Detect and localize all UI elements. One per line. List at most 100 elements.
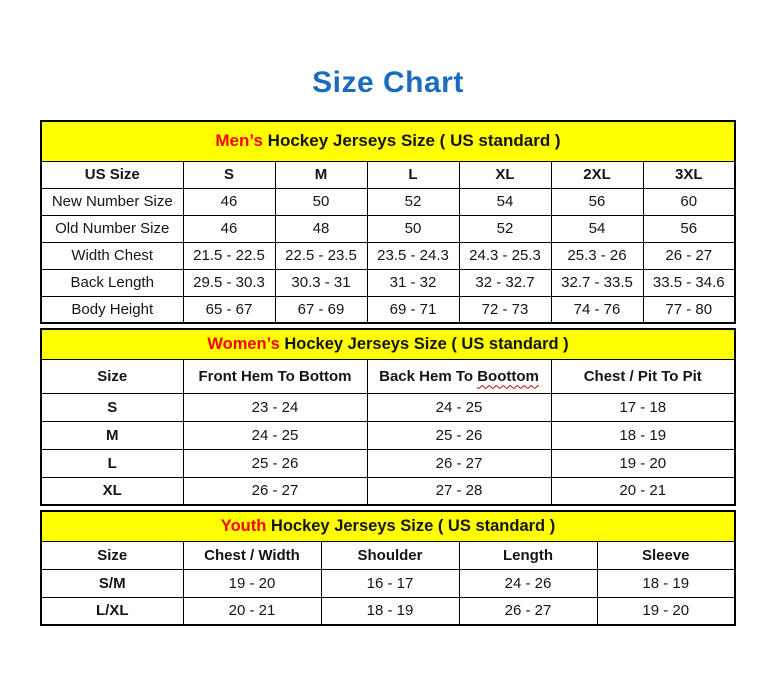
table-row: S 23 - 24 24 - 25 17 - 18 — [40, 392, 736, 422]
table-row: L/XL 20 - 21 18 - 19 26 - 27 19 - 20 — [40, 596, 736, 626]
mens-row-label: Back Length — [40, 268, 184, 297]
table-row: M 24 - 25 25 - 26 18 - 19 — [40, 420, 736, 450]
mens-cell: 52 — [366, 187, 460, 216]
table-row: XL 26 - 27 27 - 28 20 - 21 — [40, 476, 736, 506]
mens-cell: 74 - 76 — [550, 295, 644, 324]
youth-row-label: S/M — [40, 568, 184, 598]
mens-banner-row: Men’s Hockey Jerseys Size ( US standard … — [40, 120, 736, 162]
womens-cell: 27 - 28 — [366, 476, 552, 506]
mens-cell: 56 — [642, 214, 736, 243]
womens-cell: 20 - 21 — [550, 476, 736, 506]
womens-row-label: M — [40, 420, 184, 450]
womens-cell: 18 - 19 — [550, 420, 736, 450]
youth-col-header: Chest / Width — [182, 540, 322, 570]
mens-col-header: S — [182, 160, 276, 189]
mens-cell: 26 - 27 — [642, 241, 736, 270]
womens-col-header: Back Hem To Boottom — [366, 358, 552, 394]
womens-col-header: Front Hem To Bottom — [182, 358, 368, 394]
youth-size-table: Youth Hockey Jerseys Size ( US standard … — [40, 510, 737, 626]
youth-cell: 16 - 17 — [320, 568, 460, 598]
youth-cell: 18 - 19 — [320, 596, 460, 626]
mens-cell: 29.5 - 30.3 — [182, 268, 276, 297]
womens-banner-row: Women’s Hockey Jerseys Size ( US standar… — [40, 328, 736, 360]
mens-col-header: 3XL — [642, 160, 736, 189]
table-row: Back Length 29.5 - 30.3 30.3 - 31 31 - 3… — [40, 268, 736, 297]
mens-cell: 60 — [642, 187, 736, 216]
mens-cell: 22.5 - 23.5 — [274, 241, 368, 270]
tables-container: Men’s Hockey Jerseys Size ( US standard … — [40, 120, 737, 626]
youth-table-banner: Youth Hockey Jerseys Size ( US standard … — [40, 510, 736, 542]
youth-cell: 20 - 21 — [182, 596, 322, 626]
mens-size-table: Men’s Hockey Jerseys Size ( US standard … — [40, 120, 736, 324]
mens-cell: 33.5 - 34.6 — [642, 268, 736, 297]
womens-col-header-back-prefix: Back Hem To — [379, 367, 478, 385]
mens-row-label: Old Number Size — [40, 214, 184, 243]
table-row: Width Chest 21.5 - 22.5 22.5 - 23.5 23.5… — [40, 241, 736, 270]
mens-cell: 23.5 - 24.3 — [366, 241, 460, 270]
womens-col-header: Chest / Pit To Pit — [550, 358, 736, 394]
youth-row-label: L/XL — [40, 596, 184, 626]
table-row: L 25 - 26 26 - 27 19 - 20 — [40, 448, 736, 478]
mens-cell: 65 - 67 — [182, 295, 276, 324]
youth-banner-highlight: Youth — [220, 516, 267, 535]
youth-col-header: Sleeve — [596, 540, 736, 570]
mens-col-header: L — [366, 160, 460, 189]
table-row: Body Height 65 - 67 67 - 69 69 - 71 72 -… — [40, 295, 736, 324]
youth-cell: 18 - 19 — [596, 568, 736, 598]
mens-col-header: M — [274, 160, 368, 189]
mens-cell: 48 — [274, 214, 368, 243]
mens-cell: 52 — [458, 214, 552, 243]
youth-banner-text: Hockey Jerseys Size ( US standard ) — [270, 516, 556, 535]
table-row: S/M 19 - 20 16 - 17 24 - 26 18 - 19 — [40, 568, 736, 598]
mens-cell: 32.7 - 33.5 — [550, 268, 644, 297]
mens-cell: 54 — [550, 214, 644, 243]
youth-col-header: Shoulder — [320, 540, 460, 570]
mens-cell: 25.3 - 26 — [550, 241, 644, 270]
table-row: Old Number Size 46 48 50 52 54 56 — [40, 214, 736, 243]
mens-cell: 67 - 69 — [274, 295, 368, 324]
mens-header-row: US Size S M L XL 2XL 3XL — [40, 160, 736, 189]
womens-cell: 25 - 26 — [366, 420, 552, 450]
mens-cell: 56 — [550, 187, 644, 216]
mens-cell: 31 - 32 — [366, 268, 460, 297]
womens-col-header: Size — [40, 358, 184, 394]
womens-row-label: XL — [40, 476, 184, 506]
womens-banner-text: Hockey Jerseys Size ( US standard ) — [284, 334, 569, 353]
mens-cell: 21.5 - 22.5 — [182, 241, 276, 270]
mens-col-header: 2XL — [550, 160, 644, 189]
womens-row-label: L — [40, 448, 184, 478]
womens-header-row: Size Front Hem To Bottom Back Hem To Boo… — [40, 358, 736, 394]
mens-row-label: New Number Size — [40, 187, 184, 216]
mens-col-header: US Size — [40, 160, 184, 189]
womens-row-label: S — [40, 392, 184, 422]
mens-cell: 50 — [366, 214, 460, 243]
page-title: Size Chart — [312, 66, 464, 99]
youth-cell: 19 - 20 — [596, 596, 736, 626]
youth-cell: 19 - 20 — [182, 568, 322, 598]
womens-cell: 26 - 27 — [366, 448, 552, 478]
mens-cell: 46 — [182, 187, 276, 216]
womens-cell: 17 - 18 — [550, 392, 736, 422]
womens-size-table: Women’s Hockey Jerseys Size ( US standar… — [40, 328, 737, 506]
mens-cell: 30.3 - 31 — [274, 268, 368, 297]
womens-cell: 25 - 26 — [182, 448, 368, 478]
mens-banner-text: Hockey Jerseys Size ( US standard ) — [267, 131, 561, 151]
mens-cell: 24.3 - 25.3 — [458, 241, 552, 270]
youth-cell: 24 - 26 — [458, 568, 598, 598]
mens-cell: 46 — [182, 214, 276, 243]
mens-row-label: Body Height — [40, 295, 184, 324]
youth-col-header: Length — [458, 540, 598, 570]
mens-banner-highlight: Men’s — [215, 131, 263, 151]
mens-cell: 54 — [458, 187, 552, 216]
womens-table-banner: Women’s Hockey Jerseys Size ( US standar… — [40, 328, 736, 360]
mens-table-banner: Men’s Hockey Jerseys Size ( US standard … — [40, 120, 736, 162]
mens-row-label: Width Chest — [40, 241, 184, 270]
youth-col-header: Size — [40, 540, 184, 570]
youth-cell: 26 - 27 — [458, 596, 598, 626]
mens-cell: 77 - 80 — [642, 295, 736, 324]
mens-cell: 69 - 71 — [366, 295, 460, 324]
mens-cell: 72 - 73 — [458, 295, 552, 324]
mens-col-header: XL — [458, 160, 552, 189]
womens-cell: 26 - 27 — [182, 476, 368, 506]
